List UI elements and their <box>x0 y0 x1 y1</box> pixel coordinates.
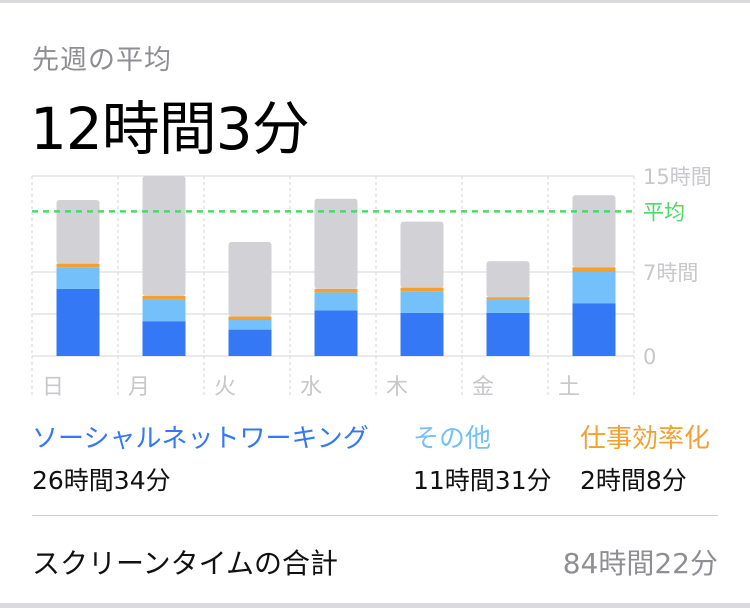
bar-remaining <box>56 200 100 264</box>
bar-other <box>314 292 358 311</box>
legend-social[interactable]: ソーシャルネットワーキング 26時間34分 <box>32 418 369 497</box>
bar-remaining <box>486 261 530 298</box>
bar-productivity <box>228 316 272 320</box>
bar-remaining <box>400 221 444 288</box>
bar-social <box>400 312 444 356</box>
x-tick-label: 月 <box>128 375 150 400</box>
weekly-usage-chart[interactable]: 平均 日 月 火 水 木 金 土 15時間 7時間 0 <box>0 160 750 410</box>
legend-other-value: 11時間31分 <box>413 466 552 495</box>
top-separator <box>0 0 750 3</box>
bar-productivity <box>56 263 100 268</box>
legend-productivity-value: 2時間8分 <box>580 466 687 495</box>
legend-other-label: その他 <box>413 424 492 454</box>
bar-other <box>142 299 186 322</box>
bar-social <box>314 310 358 356</box>
bar-remaining <box>142 176 186 296</box>
bar-social <box>486 312 530 356</box>
x-tick-label: 木 <box>386 375 408 400</box>
bar-social <box>56 288 100 356</box>
bar-social <box>228 329 272 356</box>
y-tick-label: 15時間 <box>643 165 712 189</box>
bar-other <box>400 291 444 313</box>
bar-other <box>572 272 616 304</box>
x-tick-label: 日 <box>42 375 64 400</box>
x-tick-label: 金 <box>472 375 494 400</box>
bar-productivity <box>486 297 530 300</box>
chart-labels: 日 月 火 水 木 金 土 15時間 7時間 0 <box>42 165 712 400</box>
bar-other <box>228 320 272 330</box>
legend-social-label: ソーシャルネットワーキング <box>32 424 369 454</box>
x-tick-label: 水 <box>300 375 322 400</box>
bar-productivity <box>400 287 444 292</box>
section-divider <box>32 515 718 516</box>
chart-average: 平均 <box>32 200 685 224</box>
bar-productivity <box>142 296 186 300</box>
bar-remaining <box>228 242 272 317</box>
daily-average-value: 12時間3分 <box>30 95 310 163</box>
bottom-separator <box>0 603 750 608</box>
bar-other <box>56 267 100 289</box>
bar-other <box>486 299 530 313</box>
chart-bars <box>56 176 616 356</box>
bar-productivity <box>314 288 358 293</box>
total-screen-time-value: 84時間22分 <box>562 547 718 580</box>
legend-productivity[interactable]: 仕事効率化 2時間8分 <box>580 418 710 497</box>
average-label: 平均 <box>643 200 685 224</box>
legend-social-value: 26時間34分 <box>32 466 171 495</box>
bar-remaining <box>314 198 358 289</box>
x-tick-label: 土 <box>558 375 580 400</box>
total-screen-time-label: スクリーンタイムの合計 <box>32 547 339 580</box>
bar-productivity <box>572 267 616 272</box>
y-tick-label: 0 <box>643 345 656 369</box>
total-screen-time-row[interactable]: スクリーンタイムの合計 84時間22分 <box>32 540 718 584</box>
bar-social <box>572 303 616 356</box>
x-tick-label: 火 <box>214 375 236 400</box>
bar-social <box>142 321 186 356</box>
period-subtitle: 先週の平均 <box>32 45 172 76</box>
legend-other[interactable]: その他 11時間31分 <box>413 418 552 497</box>
bar-remaining <box>572 195 616 268</box>
y-tick-label: 7時間 <box>643 261 698 285</box>
legend-productivity-label: 仕事効率化 <box>580 424 711 454</box>
